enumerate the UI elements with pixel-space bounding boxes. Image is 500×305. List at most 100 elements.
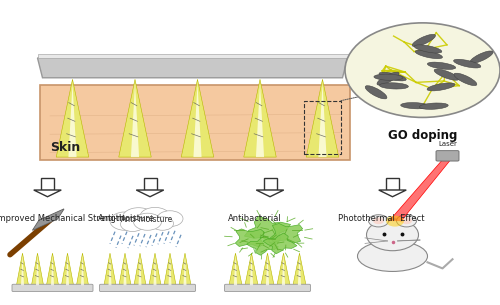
Polygon shape	[245, 253, 258, 285]
Polygon shape	[194, 83, 202, 157]
Ellipse shape	[365, 86, 387, 99]
Polygon shape	[282, 255, 285, 285]
Polygon shape	[270, 224, 302, 243]
Ellipse shape	[374, 74, 403, 80]
Polygon shape	[21, 255, 24, 285]
Text: Anti-moisture: Anti-moisture	[98, 214, 154, 223]
Text: Anti-moisture: Anti-moisture	[122, 215, 174, 224]
Polygon shape	[277, 253, 290, 285]
Polygon shape	[263, 233, 297, 254]
Circle shape	[345, 23, 500, 117]
Ellipse shape	[412, 34, 436, 47]
Polygon shape	[306, 79, 339, 157]
Ellipse shape	[427, 83, 455, 91]
Ellipse shape	[358, 241, 428, 271]
Ellipse shape	[470, 51, 493, 63]
Polygon shape	[32, 253, 44, 285]
Polygon shape	[108, 255, 112, 285]
Polygon shape	[164, 253, 176, 285]
Polygon shape	[136, 190, 164, 197]
Ellipse shape	[420, 103, 448, 109]
Ellipse shape	[434, 69, 459, 80]
Polygon shape	[119, 253, 131, 285]
Polygon shape	[134, 253, 146, 285]
Circle shape	[386, 216, 404, 227]
Polygon shape	[179, 253, 191, 285]
Bar	[264, 178, 276, 190]
Ellipse shape	[415, 50, 442, 59]
FancyBboxPatch shape	[40, 85, 350, 160]
FancyBboxPatch shape	[12, 284, 93, 292]
Polygon shape	[266, 255, 269, 285]
Polygon shape	[104, 253, 116, 285]
Polygon shape	[250, 255, 253, 285]
Polygon shape	[38, 58, 348, 78]
Polygon shape	[32, 209, 64, 230]
Polygon shape	[76, 253, 88, 285]
Polygon shape	[34, 190, 61, 197]
Circle shape	[157, 211, 183, 227]
Polygon shape	[184, 255, 186, 285]
FancyBboxPatch shape	[436, 151, 459, 161]
Bar	[41, 178, 54, 190]
Polygon shape	[154, 255, 156, 285]
Polygon shape	[246, 236, 278, 255]
FancyBboxPatch shape	[224, 284, 310, 292]
Circle shape	[366, 219, 418, 251]
Polygon shape	[36, 255, 39, 285]
Polygon shape	[38, 54, 348, 58]
Ellipse shape	[428, 62, 456, 70]
Polygon shape	[124, 255, 126, 285]
Polygon shape	[244, 216, 290, 244]
Polygon shape	[256, 83, 264, 157]
Polygon shape	[261, 253, 274, 285]
FancyBboxPatch shape	[100, 284, 196, 292]
Ellipse shape	[414, 45, 442, 53]
Circle shape	[396, 215, 416, 227]
Bar	[114, 219, 182, 228]
Circle shape	[110, 212, 140, 230]
Polygon shape	[149, 253, 161, 285]
Polygon shape	[138, 255, 141, 285]
Ellipse shape	[454, 73, 477, 86]
Polygon shape	[234, 255, 237, 285]
Ellipse shape	[380, 83, 408, 89]
Text: Photothermal  Effect: Photothermal Effect	[338, 214, 424, 223]
Polygon shape	[16, 253, 28, 285]
Polygon shape	[168, 255, 172, 285]
Polygon shape	[46, 253, 58, 285]
Ellipse shape	[400, 102, 430, 109]
Circle shape	[152, 217, 174, 230]
Polygon shape	[66, 255, 69, 285]
Polygon shape	[298, 255, 301, 285]
Polygon shape	[389, 159, 452, 221]
Text: Skin: Skin	[50, 141, 80, 154]
Polygon shape	[318, 83, 326, 157]
Polygon shape	[62, 253, 74, 285]
Polygon shape	[51, 255, 54, 285]
Polygon shape	[182, 79, 214, 157]
Text: Laser: Laser	[438, 141, 457, 147]
Polygon shape	[256, 190, 284, 197]
Polygon shape	[236, 229, 264, 247]
Polygon shape	[56, 79, 89, 157]
Text: GO doping: GO doping	[388, 129, 457, 142]
Circle shape	[140, 207, 170, 226]
Bar	[386, 178, 399, 190]
Polygon shape	[379, 190, 406, 197]
Circle shape	[120, 217, 144, 231]
Polygon shape	[68, 83, 76, 157]
Circle shape	[122, 208, 154, 227]
Circle shape	[368, 215, 388, 227]
Text: Antibacterial: Antibacterial	[228, 214, 281, 223]
Polygon shape	[119, 79, 151, 157]
Ellipse shape	[379, 72, 406, 81]
Polygon shape	[244, 79, 276, 157]
Ellipse shape	[454, 59, 481, 68]
Polygon shape	[293, 253, 306, 285]
Bar	[304, 101, 341, 154]
Circle shape	[401, 217, 412, 224]
Polygon shape	[32, 209, 64, 230]
Ellipse shape	[377, 72, 399, 85]
Text: Improved Mechanical Strength: Improved Mechanical Strength	[0, 214, 124, 223]
